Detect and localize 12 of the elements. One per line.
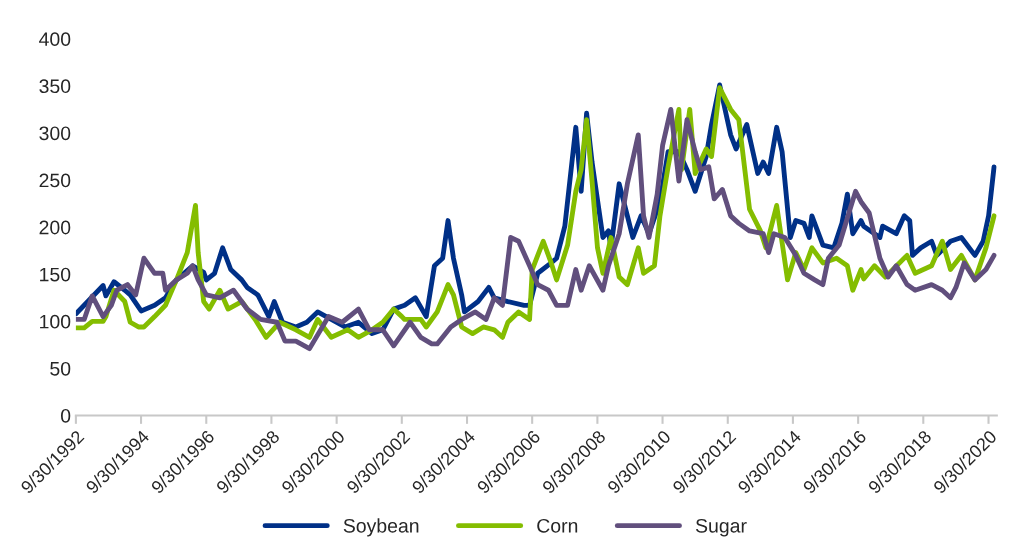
y-tick-label: 50 [50, 361, 71, 376]
legend-label: Corn [537, 518, 578, 533]
y-tick-label: 200 [39, 220, 71, 235]
y-tick-label: 350 [39, 79, 71, 94]
legend-label: Soybean [343, 518, 419, 537]
y-tick-label: 100 [40, 314, 71, 329]
y-tick-label: 250 [39, 173, 71, 188]
y-tick-label: 300 [39, 126, 71, 141]
legend-label: Sugar [695, 518, 747, 537]
y-tick-label: 0 [60, 408, 71, 423]
y-tick-label: 400 [39, 32, 71, 47]
y-tick-label: 150 [40, 267, 71, 282]
